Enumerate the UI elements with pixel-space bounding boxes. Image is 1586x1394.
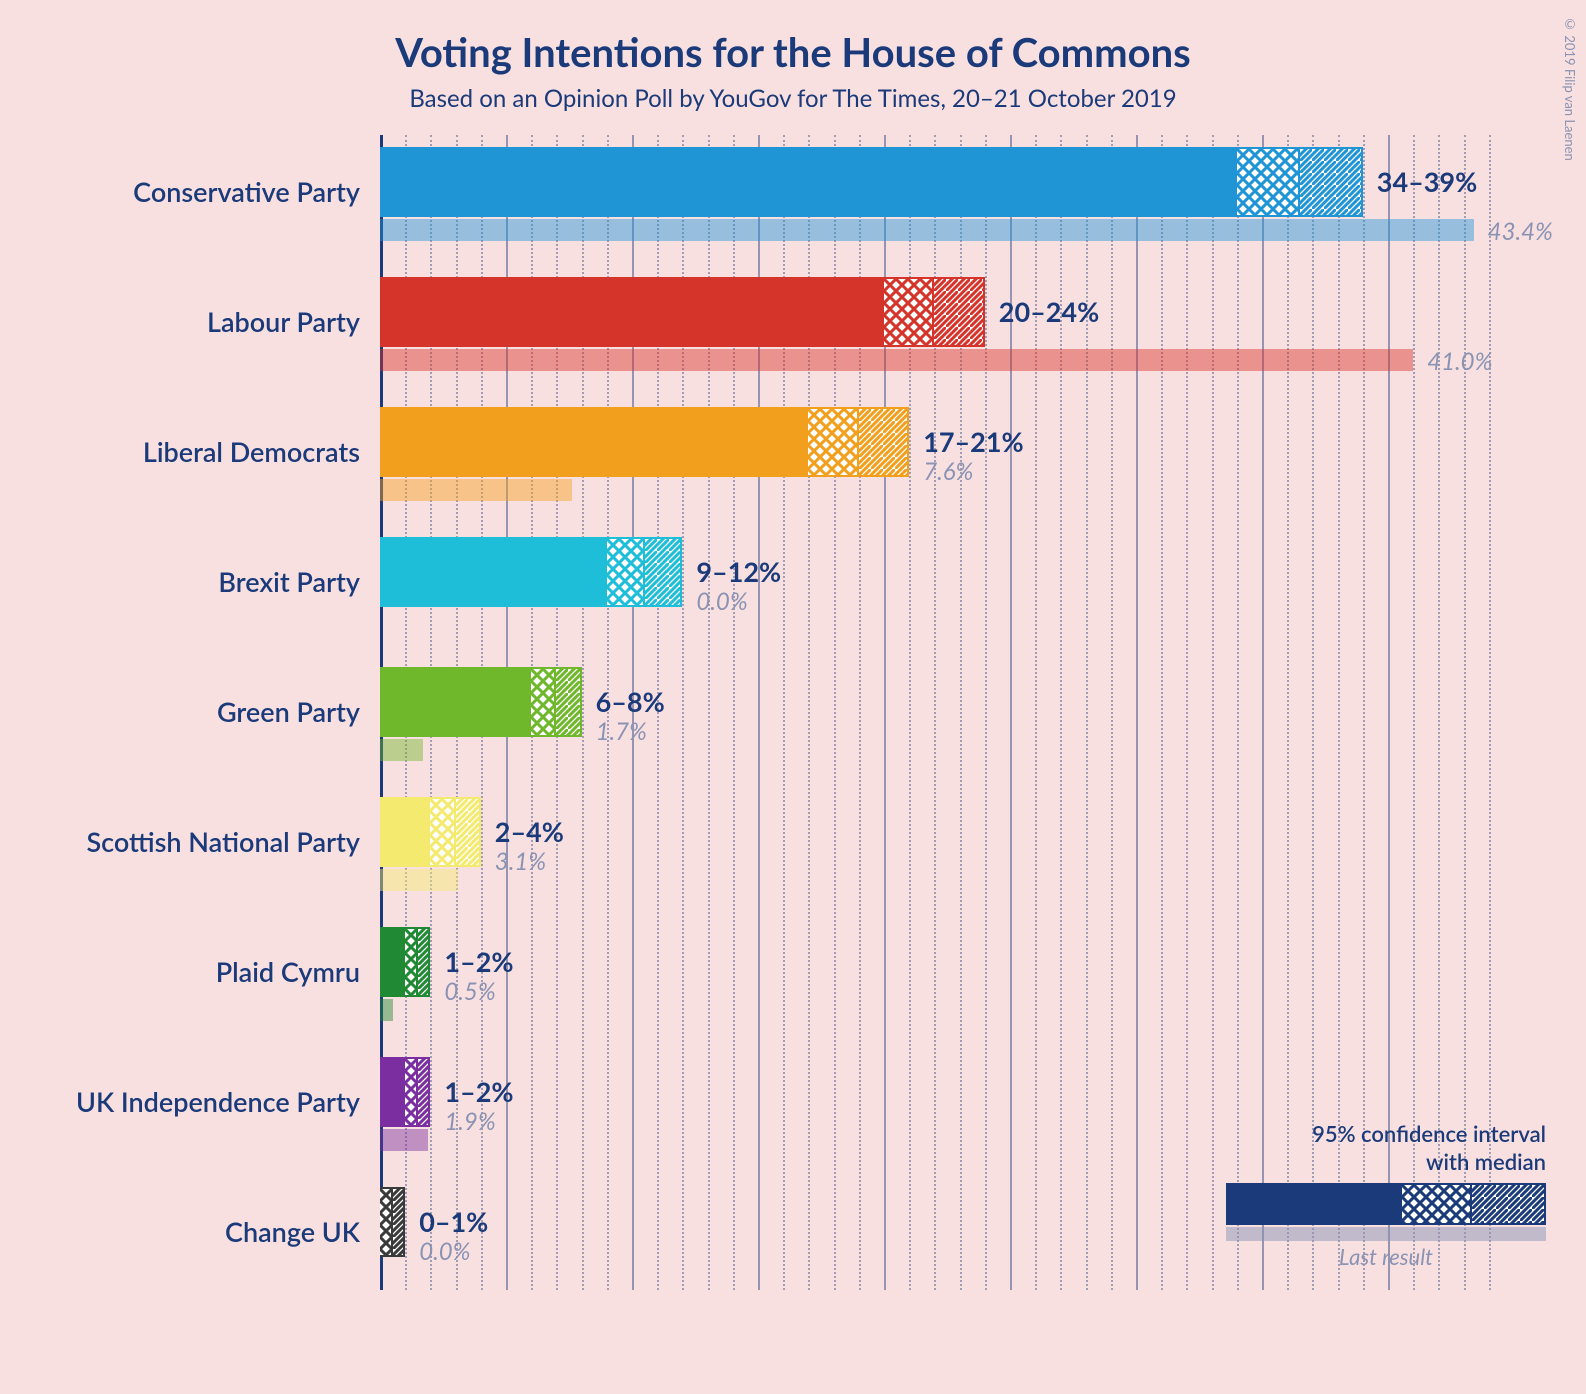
confidence-bar [380,797,481,867]
party-row: Labour Party 20–24% 41.0% [0,265,1586,395]
bar-cross-segment [380,1187,393,1257]
range-label: 20–24% [999,295,1099,328]
chart-title: Voting Intentions for the House of Commo… [0,0,1586,76]
party-label: Plaid Cymru [0,955,360,988]
last-result-label: 0.5% [444,977,495,1006]
chart-subtitle: Based on an Opinion Poll by YouGov for T… [0,76,1586,113]
confidence-bar [380,277,985,347]
legend-title-line1: 95% confidence interval [1312,1120,1546,1147]
confidence-bar [380,537,682,607]
last-result-bar [380,999,393,1021]
confidence-bar [380,667,582,737]
legend-title: 95% confidence interval with median [1226,1120,1546,1175]
bar-solid-segment [380,147,1237,217]
legend-bar [1226,1183,1546,1225]
bar-solid-segment [380,537,607,607]
bar-cross-segment [808,407,858,477]
range-label: 2–4% [495,815,564,848]
bar-diag-segment [456,797,481,867]
bar-diag-segment [418,1057,431,1127]
bar-diag-segment [645,537,683,607]
party-label: Conservative Party [0,175,360,208]
bar-cross-segment [405,927,418,997]
confidence-bar [380,1057,430,1127]
range-label: 1–2% [444,945,513,978]
last-result-label: 0.0% [696,587,747,616]
last-result-label: 7.6% [923,457,973,486]
bar-cross-segment [884,277,934,347]
legend-solid [1226,1183,1402,1225]
bar-cross-segment [405,1057,418,1127]
legend-last-bar [1226,1227,1546,1241]
range-label: 0–1% [419,1205,488,1238]
party-label: Brexit Party [0,565,360,598]
party-label: Green Party [0,695,360,728]
last-result-bar [380,349,1413,371]
last-result-bar [380,869,458,891]
last-result-label: 1.9% [444,1107,495,1136]
legend-title-line2: with median [1426,1148,1546,1175]
party-label: UK Independence Party [0,1085,360,1118]
bar-solid-segment [380,927,405,997]
range-label: 6–8% [596,685,665,718]
range-label: 1–2% [444,1075,513,1108]
party-row: Scottish National Party 2–4%3.1% [0,785,1586,915]
confidence-bar [380,407,909,477]
chart-area: Conservative Party 34–39% 43.4% Labour Part… [0,130,1586,1330]
bar-cross-segment [430,797,455,867]
confidence-bar [380,1187,405,1257]
party-row: Plaid Cymru 1–2%0.5% [0,915,1586,1045]
last-result-bar [380,1129,428,1151]
last-result-bar [380,739,423,761]
confidence-bar [380,927,430,997]
range-label: 34–39% [1377,165,1477,198]
bar-solid-segment [380,277,884,347]
bar-cross-segment [531,667,556,737]
bar-diag-segment [859,407,909,477]
party-label: Scottish National Party [0,825,360,858]
bar-solid-segment [380,407,808,477]
range-label: 17–21% [923,425,1023,458]
bar-solid-segment [380,1057,405,1127]
party-row: Brexit Party 9–12%0.0% [0,525,1586,655]
bar-diag-segment [393,1187,406,1257]
bar-solid-segment [380,797,430,867]
legend-diag [1472,1183,1546,1225]
last-result-label: 0.0% [419,1237,470,1266]
confidence-bar [380,147,1363,217]
last-result-bar [380,219,1474,241]
party-label: Labour Party [0,305,360,338]
party-row: Conservative Party 34–39% 43.4% [0,135,1586,265]
legend: 95% confidence interval with median Last… [1226,1120,1546,1270]
bar-solid-segment [380,667,531,737]
last-result-label: 41.0% [1427,347,1492,376]
last-result-label: 1.7% [596,717,647,746]
last-result-label: 3.1% [495,847,546,876]
party-label: Change UK [0,1215,360,1248]
bar-diag-segment [934,277,984,347]
last-result-bar [380,479,572,501]
bar-diag-segment [1300,147,1363,217]
bar-cross-segment [607,537,645,607]
bar-cross-segment [1237,147,1300,217]
party-row: Liberal Democrats 17–21%7.6% [0,395,1586,525]
legend-cross [1402,1183,1472,1225]
bar-diag-segment [418,927,431,997]
party-row: Green Party 6–8%1.7% [0,655,1586,785]
range-label: 9–12% [696,555,781,588]
last-result-label: 43.4% [1488,217,1553,246]
legend-last-label: Last result [1226,1243,1546,1270]
party-label: Liberal Democrats [0,435,360,468]
bar-diag-segment [556,667,581,737]
